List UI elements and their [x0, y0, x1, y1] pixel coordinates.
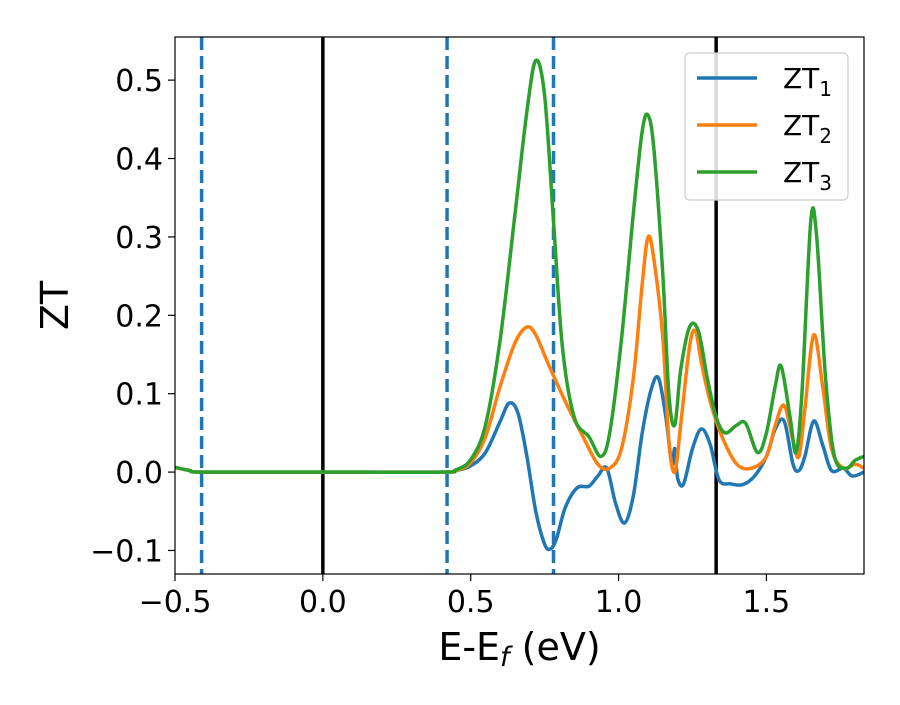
plot-frame: [174, 36, 865, 575]
x-tick-label: −0.5: [139, 585, 212, 620]
x-tick-label: 0.5: [447, 585, 495, 620]
y-axis-label: ZT: [33, 280, 77, 330]
x-tick-label: 1.0: [595, 585, 643, 620]
legend-label-main: ZT: [783, 62, 820, 95]
x-axis-label: E-Ef (eV): [438, 625, 600, 673]
legend-box: [684, 52, 849, 201]
y-tick-label: 0.1: [115, 378, 163, 413]
y-tick-label: 0.5: [115, 64, 163, 99]
legend-label-subscript: 2: [819, 124, 832, 148]
series-line-zt3: [175, 58, 864, 475]
x-axis-label-unit: (eV): [510, 625, 601, 669]
y-tick-label: −0.1: [90, 534, 163, 569]
x-axis-label-main: E-E: [438, 625, 500, 669]
series-line-zt1: [175, 374, 864, 552]
legend-label-main: ZT: [783, 156, 820, 189]
x-axis-ticks: −0.5 0.0 0.5 1.0 1.5: [139, 574, 791, 620]
legend-label-zt1: ZT1: [783, 62, 832, 101]
y-tick-label: 0.0: [115, 456, 163, 491]
x-tick-label: 1.5: [743, 585, 791, 620]
x-tick-label: 0.0: [299, 585, 347, 620]
y-tick-label: 0.2: [115, 299, 163, 334]
y-tick-label: 0.4: [115, 143, 163, 178]
legend-label-subscript: 3: [819, 171, 832, 195]
legend-label-main: ZT: [783, 109, 820, 142]
y-tick-label: 0.3: [115, 221, 163, 256]
y-axis-ticks: −0.1 0.0 0.1 0.2 0.3 0.4 0.5: [90, 64, 175, 569]
legend-label-zt2: ZT2: [783, 109, 832, 148]
legend-label-subscript: 1: [819, 77, 832, 101]
legend-label-zt3: ZT3: [783, 156, 832, 195]
